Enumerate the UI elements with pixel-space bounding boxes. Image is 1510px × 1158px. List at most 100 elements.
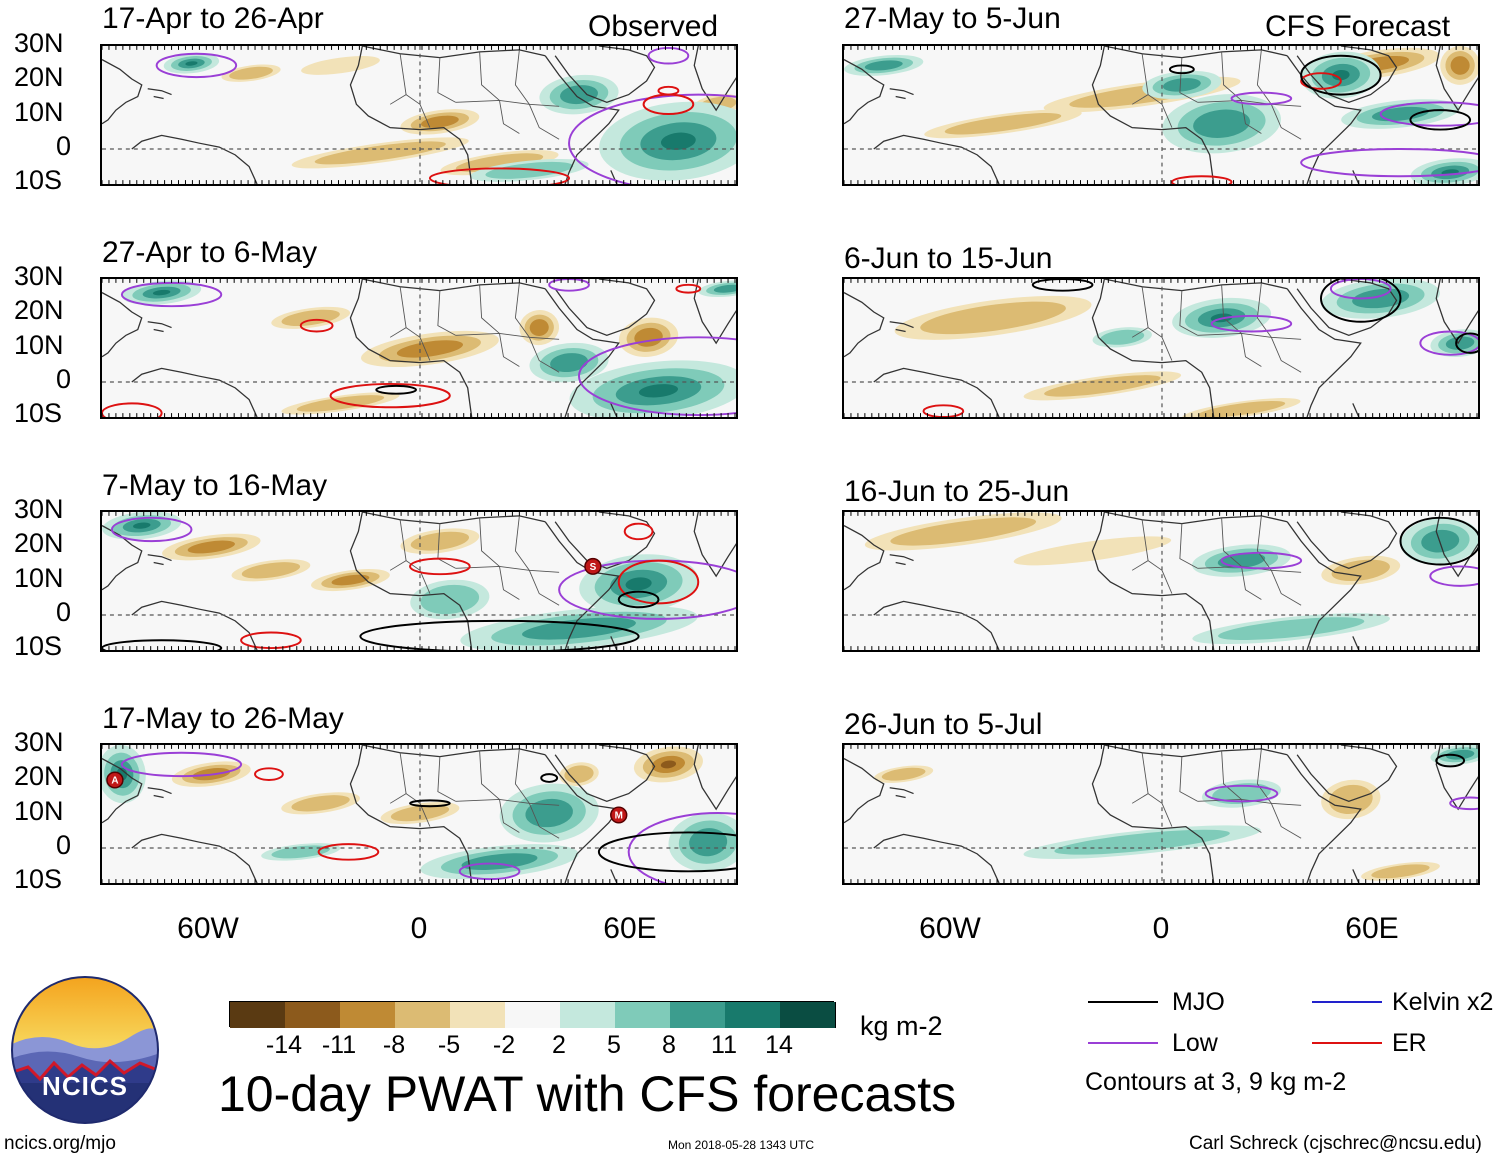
dry-anomaly-shading [390,804,450,822]
moist-anomaly-shading [1162,78,1201,92]
tropical-storm-marker [584,557,602,575]
map-canvas: S [102,512,736,650]
ncics-logo[interactable]: NCICS [10,975,160,1125]
dry-anomaly-shading [241,562,301,579]
country-border [1270,803,1302,839]
country-border [1179,523,1198,569]
low-contour [110,516,193,543]
country-border [389,94,407,105]
colorbar-units: kg m-2 [860,1011,943,1041]
panel-title-7: 16-Jun to 25-Jun [844,475,1070,508]
mjo-contour [1300,54,1382,96]
map-panel-forecast-2 [842,277,1480,419]
coastline [544,288,620,417]
map-panel-forecast-3 [842,510,1480,652]
moist-anomaly-shading [638,384,679,398]
low-contour [627,812,736,883]
colorbar-tick-label: -11 [321,1031,357,1059]
map-canvas [102,279,736,417]
er-contour [317,843,380,861]
moist-anomaly-shading [1054,829,1230,855]
lon-label-0-right: 0 [1152,912,1170,945]
moist-anomaly-shading [1100,329,1145,345]
colorbar-tick-label: 11 [711,1031,737,1059]
moist-anomaly-shading [461,853,538,871]
country-border [1179,57,1198,103]
mjo-contour [1031,279,1094,292]
legend-line-er [1312,1042,1382,1044]
er-contour [675,283,702,294]
country-border [1179,756,1198,802]
country-border [1241,799,1262,833]
country-border [1161,803,1173,827]
country-border [389,327,407,338]
footer-author: Carl Schreck (cjschrec@ncsu.edu) [1189,1133,1482,1154]
coastline [554,745,656,803]
country-border [528,104,560,140]
lat-label-4-3: 0 [56,830,72,860]
coastline [1296,512,1398,570]
country-border [1221,51,1242,101]
dry-anomaly-shading [291,795,350,812]
country-border [1161,570,1173,594]
coastline [147,554,172,566]
country-border [419,803,431,827]
er-contour [1300,72,1342,90]
map-panel-forecast-1 [842,44,1480,186]
moist-anomaly-shading [1218,617,1365,641]
country-border [1141,752,1163,804]
coastline [544,55,620,184]
coastline [362,46,546,59]
lon-label-0-left: 0 [410,912,428,945]
panel-tag-observed: Observed [588,10,719,43]
map-panel-observed-2 [100,277,738,419]
coastline [1104,745,1288,758]
mjo-contour [359,619,640,650]
lat-label-1-0: 30N [14,28,64,58]
country-border [1131,560,1149,571]
coastline [1091,512,1215,650]
coastline [349,745,473,883]
colorbar-tick-label: 8 [662,1031,676,1059]
moist-anomaly-shading [525,798,573,828]
lat-label-3-2: 10N [14,563,64,593]
moist-anomaly-shading [133,522,151,529]
footer-url[interactable]: ncics.org/mjo [4,1133,116,1154]
lat-label-4-1: 20N [14,761,64,791]
coastline [1435,512,1478,578]
colorbar-swatch [780,1002,836,1028]
coastline [873,833,1000,883]
panel-title-6: 6-Jun to 15-Jun [844,242,1053,275]
low-contour [120,751,243,778]
coastline [1104,279,1288,292]
lat-label-3-4: 10S [14,631,63,661]
colorbar-tick-label: -5 [437,1031,461,1059]
dry-anomaly-shading [1044,375,1161,397]
country-border [1270,337,1302,373]
panel-title-1: 17-Apr to 26-Apr [102,2,324,35]
country-border [1241,566,1262,600]
panel-title-4: 17-May to 26-May [102,702,344,735]
coastline [610,636,618,650]
country-border [479,284,500,334]
coastline [610,170,618,184]
colorbar-tick-label: 2 [552,1031,566,1059]
coastline [1091,46,1215,184]
colorbar-swatch [670,1002,726,1028]
lat-label-2-2: 10N [14,330,64,360]
low-contour [120,281,223,308]
coastline [889,787,914,799]
map-panel-observed-3: S [100,510,738,652]
low-contour [578,336,736,417]
low-contour [1329,279,1392,300]
moist-anomaly-shading [185,61,198,66]
colorbar-swatch [505,1002,561,1028]
country-border [1141,286,1163,338]
low-contour [568,93,736,184]
tropical-storm-letter: S [590,562,597,573]
panel-title-8: 26-Jun to 5-Jul [844,708,1043,741]
moist-anomaly-shading [271,845,331,859]
dry-anomaly-shading [944,113,1062,135]
lat-label-2-4: 10S [14,398,63,428]
